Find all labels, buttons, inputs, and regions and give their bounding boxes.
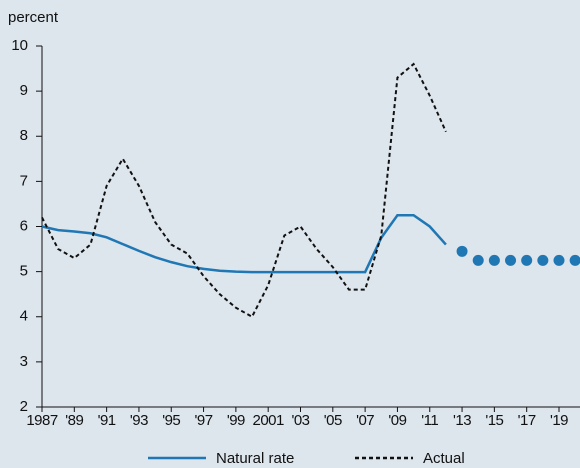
y-axis-label: percent — [8, 9, 59, 26]
x-tick-label: 2001 — [252, 412, 284, 429]
x-tick-label: '11 — [421, 412, 438, 429]
projection-dot — [505, 254, 517, 266]
y-tick-label: 7 — [20, 172, 28, 189]
x-tick-label: '15 — [485, 412, 503, 429]
series-line — [41, 213, 447, 274]
x-tick-label: '89 — [65, 412, 83, 429]
projection-dot — [488, 254, 500, 266]
legend-label: Natural rate — [216, 450, 294, 467]
x-tick-label: '95 — [162, 412, 180, 429]
projection-dot — [553, 254, 565, 266]
projection-dot — [521, 254, 533, 266]
x-tick-label: '17 — [518, 412, 536, 429]
projection-dot — [569, 254, 580, 266]
x-tick-label: '97 — [195, 412, 213, 429]
x-tick-label: '13 — [453, 412, 471, 429]
projection-dot — [537, 254, 549, 266]
series-line — [41, 62, 447, 319]
x-tick-label: 1987 — [26, 412, 58, 429]
projection-dot — [456, 245, 468, 257]
y-tick-label: 5 — [20, 263, 28, 280]
y-tick-label: 2 — [20, 398, 28, 415]
x-tick-label: '07 — [356, 412, 374, 429]
y-tick-label: 10 — [11, 37, 28, 54]
y-tick-label: 4 — [20, 308, 28, 325]
y-tick-label: 8 — [20, 127, 28, 144]
projection-dot — [472, 254, 484, 266]
x-tick-label: '99 — [227, 412, 245, 429]
x-tick-label: '19 — [550, 412, 568, 429]
y-tick-label: 6 — [20, 217, 28, 234]
x-tick-label: '91 — [98, 412, 116, 429]
y-tick-label: 9 — [20, 82, 28, 99]
legend-label: Actual — [423, 450, 465, 467]
y-tick-label: 3 — [20, 353, 28, 370]
x-tick-label: '09 — [388, 412, 406, 429]
x-tick-label: '05 — [324, 412, 342, 429]
x-tick-label: '03 — [291, 412, 309, 429]
x-tick-label: '93 — [130, 412, 148, 429]
